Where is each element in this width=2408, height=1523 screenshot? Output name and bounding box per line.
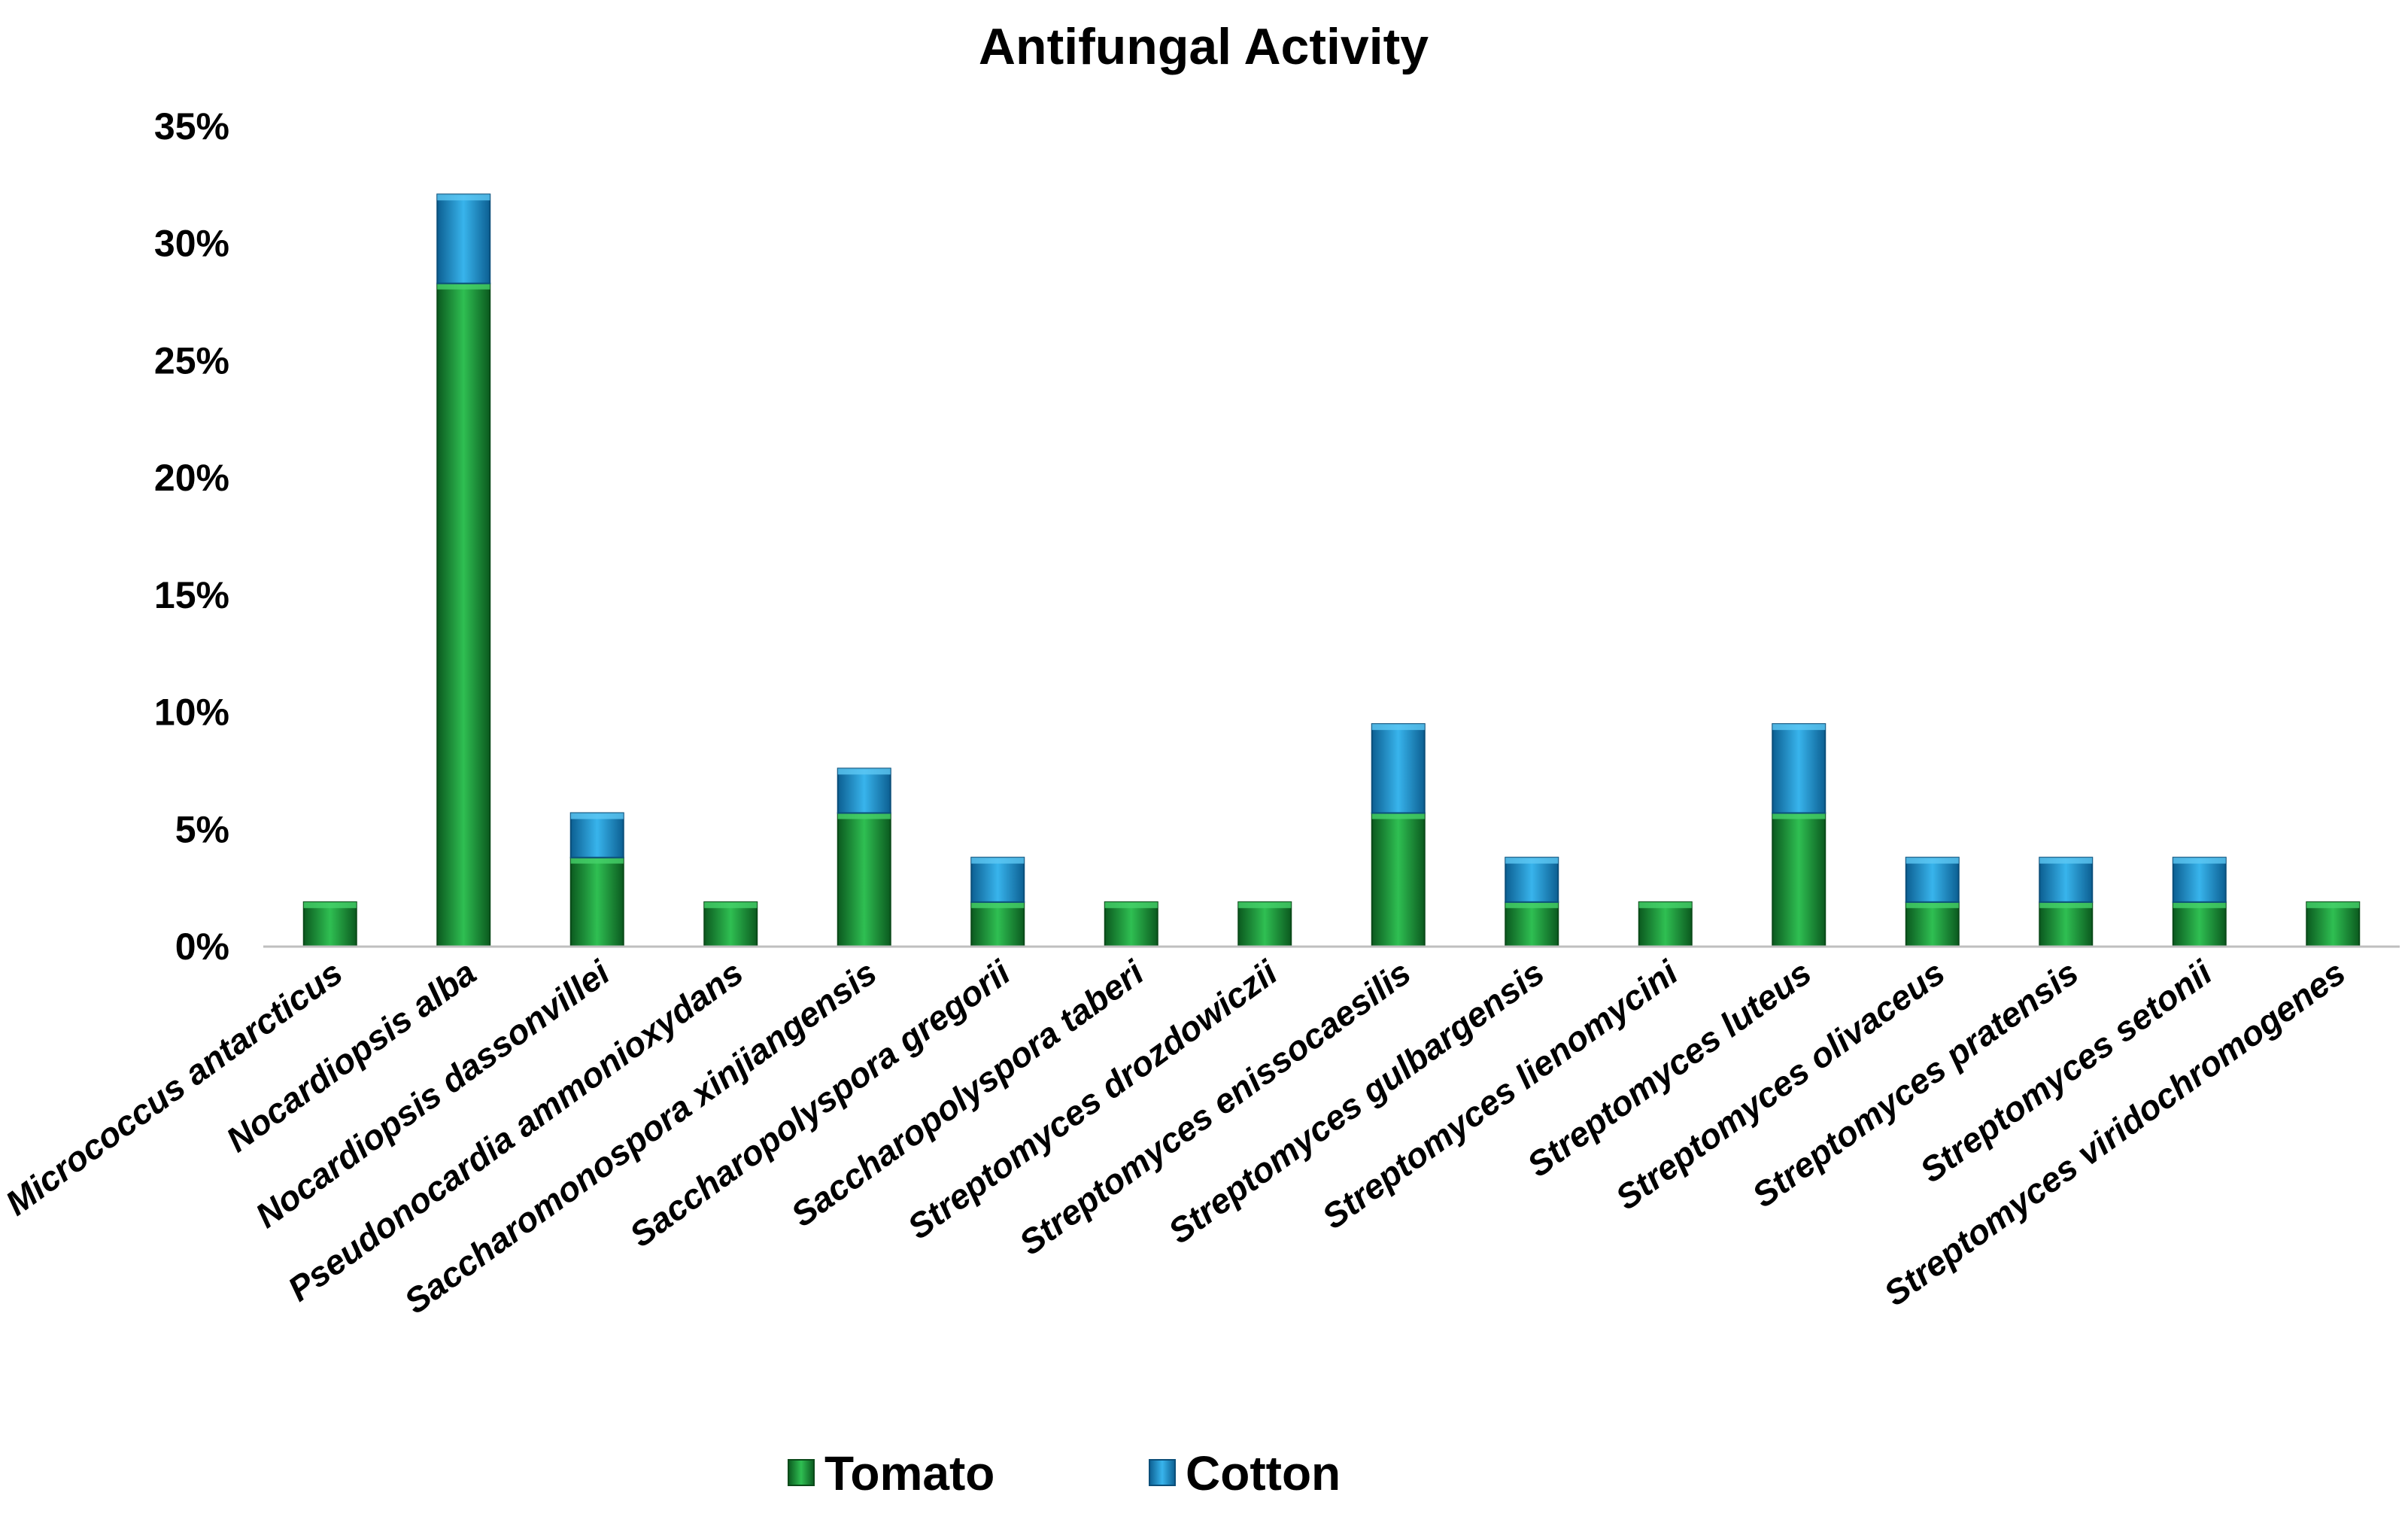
- y-tick-label: 35%: [154, 105, 229, 147]
- legend-swatch-tomato: [788, 1459, 815, 1486]
- bar-tomato-6: [1104, 901, 1158, 948]
- chart-title: Antifungal Activity: [979, 18, 1429, 75]
- bar-cap-tomato-4: [837, 813, 891, 819]
- bar-cotton-5: [970, 856, 1025, 903]
- bar-cotton-11: [1772, 723, 1826, 814]
- bar-tomato-5: [970, 901, 1025, 948]
- bar-tomato-10: [1638, 901, 1693, 948]
- bar-cap-tomato-3: [704, 901, 758, 908]
- y-tick-label: 5%: [175, 808, 229, 850]
- bar-cap-cotton-14: [2173, 857, 2226, 864]
- y-tick-label: 10%: [154, 692, 229, 734]
- bar-tomato-8: [1371, 812, 1426, 947]
- y-tick-label: 20%: [154, 457, 229, 499]
- bar-cap-tomato-9: [1505, 901, 1559, 908]
- bar-cotton-1: [436, 193, 491, 284]
- bar-cap-tomato-10: [1638, 901, 1692, 908]
- legend-swatch-cotton: [1149, 1459, 1176, 1486]
- y-tick-label: 30%: [154, 223, 229, 265]
- y-tick-label: 15%: [154, 574, 229, 616]
- bar-tomato-0: [302, 901, 357, 948]
- bar-cotton-4: [837, 768, 891, 814]
- bar-cap-tomato-12: [1905, 901, 1959, 908]
- y-axis: 0% 5% 10% 15% 20% 25% 30% 35%: [154, 105, 229, 968]
- bar-cap-tomato-13: [2039, 901, 2093, 908]
- bar-tomato-1: [436, 282, 491, 947]
- bar-cap-cotton-12: [1905, 857, 1959, 864]
- bar-tomato-13: [2039, 901, 2094, 948]
- bar-cap-tomato-6: [1104, 901, 1158, 908]
- bar-cap-cotton-9: [1505, 857, 1559, 864]
- bar-cotton-14: [2172, 856, 2227, 903]
- bar-tomato-12: [1905, 901, 1960, 948]
- bar-cap-cotton-11: [1772, 724, 1826, 731]
- bar-cotton-12: [1905, 856, 1960, 903]
- bar-tomato-14: [2172, 901, 2227, 948]
- bar-cap-tomato-1: [437, 283, 490, 290]
- bar-cap-cotton-2: [570, 813, 624, 819]
- bar-cotton-13: [2039, 856, 2094, 903]
- bar-tomato-11: [1772, 812, 1826, 947]
- bar-cap-tomato-8: [1371, 813, 1425, 819]
- bar-cap-tomato-7: [1238, 901, 1292, 908]
- bar-cap-tomato-5: [971, 901, 1025, 908]
- bar-cotton-8: [1371, 723, 1426, 814]
- bar-cap-cotton-13: [2039, 857, 2093, 864]
- legend-label-tomato: Tomato: [824, 1446, 994, 1500]
- bar-tomato-9: [1505, 901, 1559, 948]
- x-tick-label: Saccharomonospora xinjiangensis: [397, 953, 884, 1321]
- bar-tomato-3: [703, 901, 758, 948]
- bar-cap-cotton-5: [971, 857, 1025, 864]
- bars-group: [302, 193, 2361, 948]
- bar-cap-tomato-0: [303, 901, 357, 908]
- bar-cotton-9: [1505, 856, 1559, 903]
- legend: Tomato Cotton: [788, 1446, 1341, 1500]
- bar-cotton-2: [569, 812, 624, 859]
- bar-tomato-15: [2306, 901, 2361, 948]
- y-tick-label: 0%: [175, 926, 229, 968]
- legend-label-cotton: Cotton: [1186, 1446, 1341, 1500]
- bar-cap-tomato-15: [2306, 901, 2360, 908]
- y-tick-label: 25%: [154, 339, 229, 382]
- bar-tomato-7: [1237, 901, 1292, 948]
- bar-cap-tomato-14: [2173, 901, 2226, 908]
- bar-tomato-2: [569, 856, 624, 947]
- bar-cap-cotton-8: [1371, 724, 1425, 731]
- bar-cap-tomato-2: [570, 857, 624, 864]
- bar-cap-cotton-4: [837, 768, 891, 775]
- bar-cap-cotton-1: [437, 194, 490, 201]
- bar-cap-tomato-11: [1772, 813, 1826, 819]
- bar-tomato-4: [837, 812, 891, 947]
